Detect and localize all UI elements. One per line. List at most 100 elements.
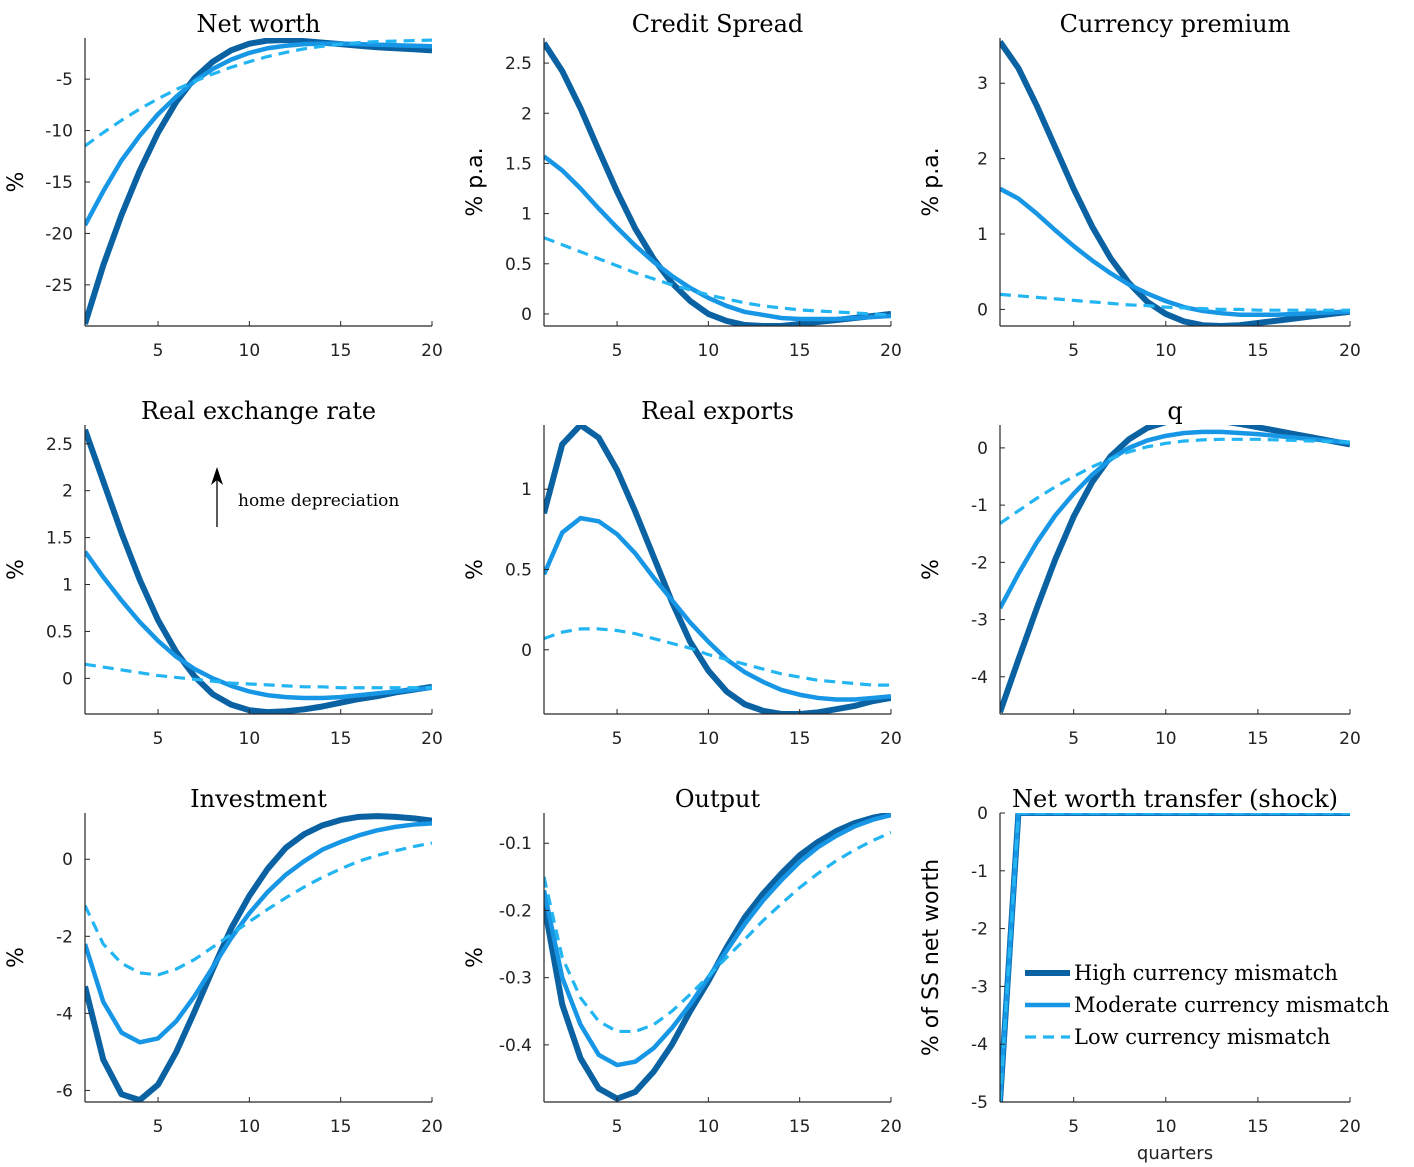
series-group — [544, 813, 891, 1102]
series-line-high — [1000, 425, 1350, 714]
series-line-low — [1000, 292, 1350, 312]
panel-8: Output% 5 10 15 20 -0.4 -0.3 -0.2 -0.1 — [463, 785, 902, 1137]
series-line-moderate — [544, 154, 891, 322]
y-tick-label: 0 — [521, 641, 532, 661]
panel-title: Real exchange rate — [141, 397, 376, 425]
y-tick-label: 2 — [62, 482, 73, 502]
y-tick-label: 3 — [977, 74, 988, 94]
panel-3: Currency premium % p.a. 5 10 15 20 0 1 2 3 — [919, 10, 1361, 361]
y-axis-label: % — [463, 559, 488, 580]
y-tick-label: -0.1 — [499, 834, 532, 854]
y-tick-label: 2.5 — [505, 54, 532, 74]
panel-title: Credit Spread — [632, 10, 804, 38]
x-tick-label: 15 — [330, 1117, 352, 1137]
y-tick-label: 0.5 — [505, 561, 532, 581]
series-group — [1000, 40, 1350, 326]
y-tick-label: -5 — [56, 70, 73, 90]
panel-title: Investment — [190, 785, 327, 813]
x-tick-label: 15 — [1247, 729, 1269, 749]
x-tick-label: 10 — [698, 341, 720, 361]
y-tick-label: -4 — [56, 1004, 73, 1024]
x-tick-label: 5 — [1068, 729, 1079, 749]
series-group — [544, 425, 891, 714]
y-tick-label: 2.5 — [46, 435, 73, 455]
y-tick-label: -6 — [56, 1081, 73, 1101]
x-tick-label: 15 — [789, 729, 811, 749]
y-tick-label: 1 — [521, 205, 532, 225]
panel-title: Output — [675, 785, 761, 813]
x-tick-label: 5 — [612, 341, 623, 361]
y-tick-label: -2 — [971, 553, 988, 573]
legend: High currency mismatch Moderate currency … — [1025, 961, 1389, 1049]
series-line-low — [544, 831, 891, 1034]
series-line-low — [85, 841, 432, 977]
panel-5: Real exports% 5 10 15 20 0 0.5 1 — [463, 397, 902, 749]
x-tick-label: 5 — [1068, 1117, 1079, 1137]
x-tick-label: 10 — [1155, 729, 1177, 749]
series-line-high — [85, 428, 432, 714]
y-tick-label: -3 — [971, 611, 988, 631]
y-tick-label: -3 — [971, 977, 988, 997]
y-tick-label: 2 — [977, 150, 988, 170]
x-tick-label: 5 — [612, 1117, 623, 1137]
series-line-high — [1000, 40, 1350, 326]
series-line-high — [544, 425, 891, 714]
series-line-moderate — [85, 41, 432, 227]
series-line-moderate — [1000, 813, 1350, 1102]
y-tick-label: 0 — [977, 300, 988, 320]
series-line-high — [1000, 813, 1350, 1102]
y-tick-label: -0.4 — [499, 1036, 532, 1056]
y-tick-label: -2 — [971, 920, 988, 940]
panel-title: q — [1167, 397, 1182, 425]
x-tick-label: 20 — [1339, 729, 1361, 749]
x-tick-label: 20 — [880, 1117, 902, 1137]
series-group — [544, 41, 891, 326]
panel-9: Net worth transfer (shock) % of SS net wo… — [919, 785, 1389, 1164]
y-tick-label: -4 — [971, 668, 988, 688]
y-axis-label: % — [4, 559, 29, 580]
x-tick-label: 15 — [330, 729, 352, 749]
y-tick-label: -5 — [971, 1093, 988, 1113]
series-group — [85, 38, 432, 325]
x-tick-label: 20 — [421, 341, 443, 361]
series-group — [85, 428, 432, 714]
y-tick-label: 1 — [977, 225, 988, 245]
y-tick-label: 0 — [62, 850, 73, 870]
panel-title: Real exports — [641, 397, 794, 425]
panel-title: Net worth transfer (shock) — [1012, 785, 1338, 813]
x-tick-label: 20 — [421, 1117, 443, 1137]
x-tick-label: 5 — [153, 1117, 164, 1137]
x-tick-label: 5 — [153, 729, 164, 749]
series-line-moderate — [85, 550, 432, 701]
series-line-moderate — [1000, 186, 1350, 317]
series-line-moderate — [1000, 429, 1350, 610]
x-tick-label: 10 — [1155, 1117, 1177, 1137]
x-tick-label: 10 — [239, 729, 261, 749]
y-tick-label: 0 — [521, 305, 532, 325]
y-tick-label: -15 — [45, 173, 73, 193]
series-line-moderate — [544, 515, 891, 702]
y-tick-label: -10 — [45, 122, 73, 142]
panel-1: Net worth% 5 10 15 20 -25 -20 -15 -10 -5 — [4, 10, 443, 361]
x-tick-label: 20 — [880, 729, 902, 749]
y-tick-label: 1 — [62, 576, 73, 596]
series-line-high — [85, 38, 432, 325]
x-tick-label: 10 — [698, 729, 720, 749]
y-tick-label: -1 — [971, 496, 988, 516]
y-axis-label: % of SS net worth — [919, 859, 944, 1056]
y-axis-label: % — [919, 559, 944, 580]
y-axis-label: % p.a. — [463, 147, 488, 216]
x-tick-label: 10 — [239, 1117, 261, 1137]
series-group — [1000, 813, 1350, 1102]
series-line-moderate — [544, 813, 891, 1068]
series-line-low — [1000, 813, 1350, 1102]
y-tick-label: 1.5 — [46, 529, 73, 549]
y-tick-label: 2 — [521, 104, 532, 124]
x-tick-label: 10 — [1155, 341, 1177, 361]
panel-2: Credit Spread % p.a. 5 10 15 20 0 0.5 1 1.5 2 2.5 — [463, 10, 902, 361]
panel-6: q% 5 10 15 20 -4 -3 -2 -1 0 — [919, 397, 1361, 749]
legend-label-high: High currency mismatch — [1074, 961, 1338, 985]
x-tick-label: 20 — [1339, 341, 1361, 361]
x-tick-label: 5 — [153, 341, 164, 361]
